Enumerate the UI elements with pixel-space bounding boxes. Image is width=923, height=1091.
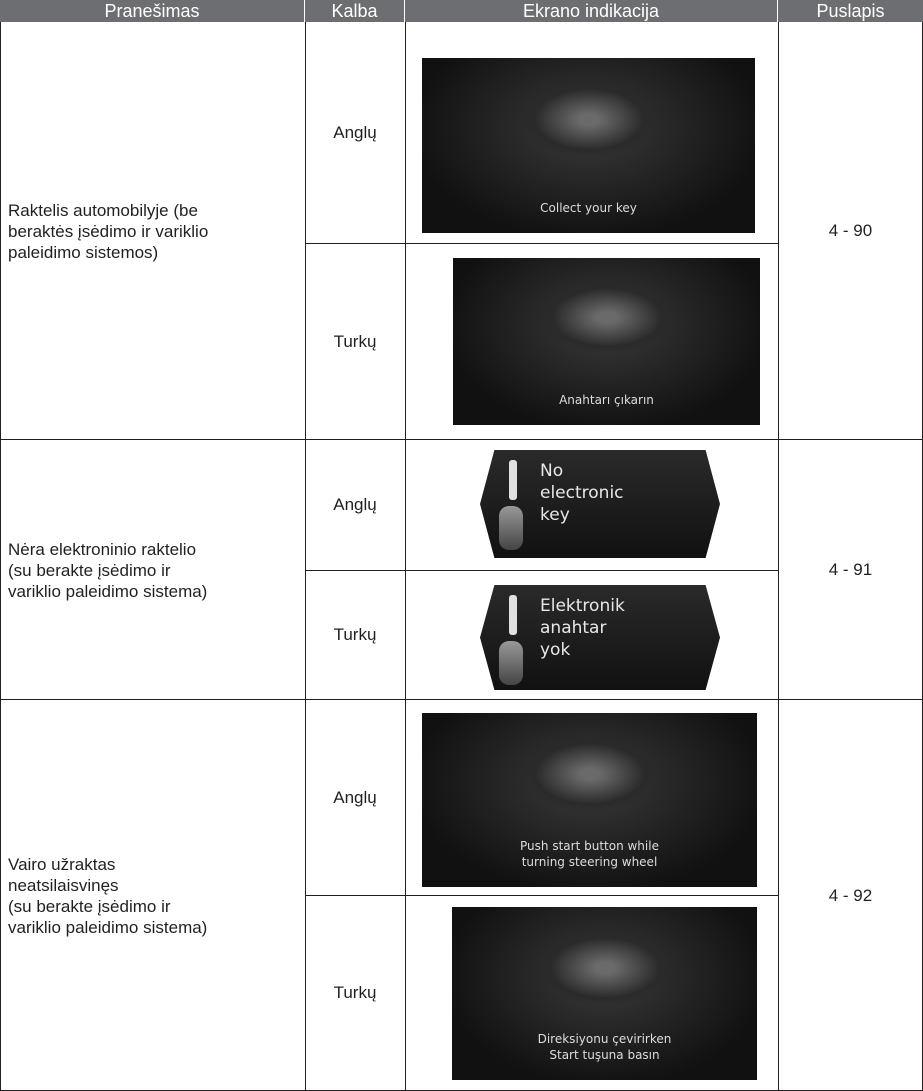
screen-image: Collect your key bbox=[422, 58, 755, 233]
screen-image: Anahtarı çıkarın bbox=[453, 258, 760, 425]
screen-text: No bbox=[540, 461, 564, 481]
screen-graphic bbox=[518, 80, 659, 159]
screen-text: yok bbox=[540, 640, 571, 660]
page-ref: 4 - 90 bbox=[828, 221, 873, 240]
screen-text-box: Collect your key bbox=[422, 200, 755, 216]
screen-text: Anahtarı çıkarın bbox=[559, 393, 654, 408]
group-divider bbox=[0, 439, 923, 440]
row-divider bbox=[305, 243, 778, 244]
column-rule bbox=[0, 22, 1, 1091]
message-line: beraktės įsėdimo ir variklio bbox=[8, 221, 209, 241]
page-ref: 4 - 92 bbox=[828, 885, 873, 905]
screen-text: turning steering wheel bbox=[521, 854, 658, 869]
message-line: (su berakte įsėdimo ir bbox=[8, 560, 171, 580]
screen-text-box: Elektronik anahtar yok bbox=[540, 595, 625, 661]
screen-text: Direksiyonu çevirirken bbox=[537, 1031, 672, 1046]
screen-graphic bbox=[519, 735, 660, 814]
screen-image: Push start button while turning steering … bbox=[422, 713, 757, 887]
message-line: Raktelis automobilyje (be bbox=[8, 200, 198, 220]
message-line: neatsilaisvinęs bbox=[8, 875, 119, 895]
header-cell: Kalba bbox=[305, 0, 405, 22]
screen-text-box: No electronic key bbox=[540, 460, 624, 526]
message-cell: Raktelis automobilyje (be beraktės įsėdim… bbox=[8, 22, 303, 440]
screen-text: Push start button while bbox=[520, 838, 659, 853]
screen-image: No electronic key bbox=[480, 450, 720, 558]
language: Turkų bbox=[333, 625, 377, 644]
message-line: paleidimo sistemos) bbox=[8, 242, 159, 262]
screen-text: Elektronik bbox=[540, 596, 625, 616]
language: Turkų bbox=[333, 983, 377, 1002]
header-cell: Pranešimas bbox=[0, 0, 305, 22]
warning-icon bbox=[508, 595, 517, 635]
message-line: variklio paleidimo sistema) bbox=[8, 917, 208, 937]
screen-text: Collect your key bbox=[540, 200, 637, 215]
screen-graphic bbox=[534, 929, 675, 1007]
column-rule bbox=[305, 22, 306, 1091]
language: Turkų bbox=[333, 331, 377, 351]
page-ref: 4 - 91 bbox=[828, 560, 873, 579]
message-line: Nėra elektroninio raktelio bbox=[8, 539, 197, 559]
row-divider bbox=[305, 895, 778, 896]
column-rule bbox=[405, 22, 406, 1091]
language: Anglų bbox=[333, 122, 377, 142]
header-cell: Ekrano indikacija bbox=[405, 0, 778, 22]
screen-graphic bbox=[536, 280, 677, 356]
key-fob bbox=[499, 641, 524, 685]
language: Anglų bbox=[333, 787, 377, 807]
screen-text-box: Push start button while turning steering … bbox=[422, 838, 757, 870]
screen-image: Elektronik anahtar yok bbox=[480, 585, 720, 690]
screen-text: key bbox=[540, 505, 570, 525]
header-cell: Puslapis bbox=[778, 0, 923, 22]
message-cell: Vairo užraktas neatsilaisvinęs (su berakte… bbox=[8, 700, 303, 1091]
warning-icon bbox=[508, 460, 517, 500]
screen-text: anahtar bbox=[540, 618, 607, 638]
language: Anglų bbox=[333, 495, 377, 514]
screen-text: Start tuşuna basın bbox=[549, 1047, 660, 1062]
message-line: variklio paleidimo sistema) bbox=[8, 581, 208, 601]
screen-text-box: Anahtarı çıkarın bbox=[453, 392, 760, 408]
group-divider bbox=[0, 699, 923, 700]
column-rule bbox=[778, 22, 779, 1091]
screen-image: Direksiyonu çevirirken Start tuşuna basın bbox=[452, 907, 757, 1080]
screen-text: electronic bbox=[540, 483, 624, 503]
message-line: Vairo užraktas bbox=[8, 854, 116, 874]
message-cell: Nėra elektroninio raktelio (su berakte įs… bbox=[8, 440, 303, 700]
message-line: (su berakte įsėdimo ir bbox=[8, 896, 171, 916]
key-fob bbox=[499, 506, 524, 550]
screen-text-box: Direksiyonu çevirirken Start tuşuna basın bbox=[452, 1031, 757, 1063]
row-divider bbox=[305, 570, 778, 571]
